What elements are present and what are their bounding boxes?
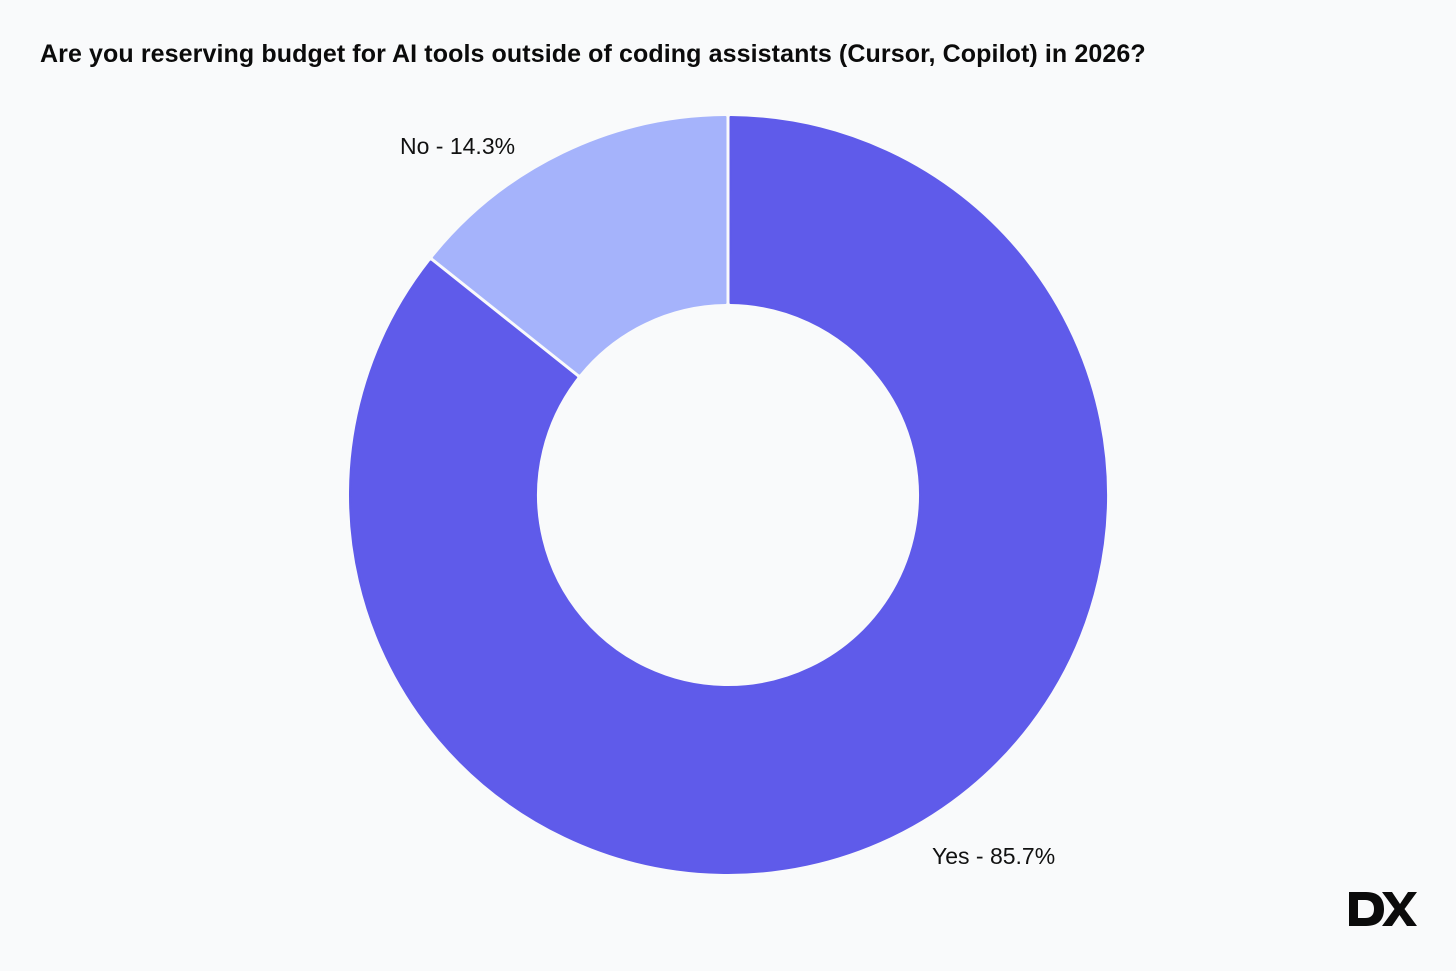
dx-logo-x bbox=[1382, 892, 1417, 926]
dx-logo-d bbox=[1349, 892, 1384, 926]
slice-yes bbox=[349, 116, 1107, 874]
slices-layer bbox=[349, 116, 1107, 874]
dx-logo: DX bbox=[1349, 892, 1417, 926]
slice-label-no: No - 14.3% bbox=[400, 133, 515, 159]
slice-label-yes: Yes - 85.7% bbox=[932, 843, 1055, 869]
labels-layer: Yes - 85.7% No - 14.3% bbox=[400, 133, 1055, 869]
slice-no bbox=[432, 116, 727, 375]
chart-title: Are you reserving budget for AI tools ou… bbox=[40, 40, 1146, 68]
